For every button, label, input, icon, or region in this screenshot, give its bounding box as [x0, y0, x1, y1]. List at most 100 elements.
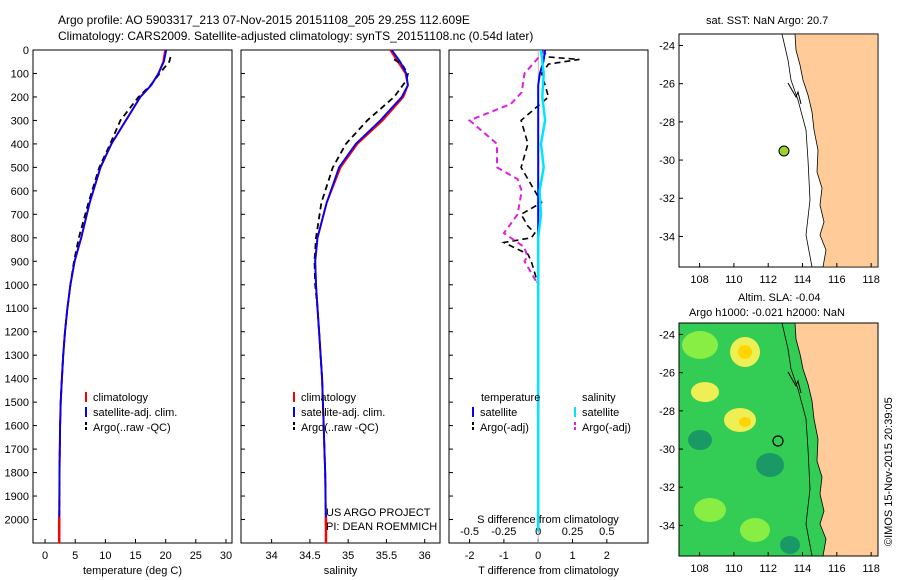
y-tick-label: 1300	[5, 350, 29, 362]
sla-map: Altim. SLA: -0.04 Argo h1000: -0.021 h20…	[659, 292, 880, 575]
header-line-1: Argo profile: AO 5903317_213 07-Nov-2015…	[58, 13, 470, 27]
s-axis-label: S difference from climatology	[477, 514, 619, 526]
map-x-tick-label: 114	[794, 563, 812, 575]
land-australia	[794, 33, 879, 268]
map-y-tick-label: -30	[659, 444, 675, 456]
x-tick-label: -2	[465, 550, 475, 562]
x-tick-label: -1	[499, 550, 509, 562]
map-y-tick-label: -30	[659, 155, 675, 167]
x-axis-label: temperature (deg C)	[83, 565, 182, 577]
x-axis-label: T difference from climatology	[478, 565, 619, 577]
map-x-tick-label: 118	[862, 563, 880, 575]
series-satellite	[314, 49, 409, 532]
map-y-tick-label: -32	[659, 193, 675, 205]
y-tick-label: 1100	[5, 303, 29, 315]
sla-map-title-1: Altim. SLA: -0.04	[738, 292, 821, 304]
x-tick-label: 10	[99, 550, 111, 562]
sla-map-title-2: Argo h1000: -0.021 h2000: NaN	[689, 307, 845, 319]
legend-label: satellite	[582, 407, 619, 419]
s-tick-label: -0.25	[491, 526, 516, 538]
x-tick-label: 30	[220, 550, 232, 562]
map-x-tick-label: 110	[725, 274, 743, 286]
map-y-tick-label: -32	[659, 482, 675, 494]
sla-blobs	[682, 331, 800, 554]
sla-blob	[739, 417, 751, 427]
map-x-tick-label: 116	[828, 274, 846, 286]
x-tick-label: 34	[265, 550, 277, 562]
map-x-tick-label: 108	[690, 563, 708, 575]
map-y-tick-label: -28	[659, 117, 675, 129]
y-tick-label: 1500	[5, 397, 29, 409]
bathymetry-contour	[781, 322, 813, 557]
annotation-line: PI: DEAN ROEMMICH	[326, 521, 437, 533]
temperature-panel	[32, 49, 233, 544]
s-tick-label: -0.5	[460, 526, 479, 538]
y-tick-label: 100	[11, 68, 29, 80]
y-tick-label: 900	[11, 256, 29, 268]
x-tick-label: 0	[535, 550, 541, 562]
annotation-line: US ARGO PROJECT	[326, 507, 431, 519]
y-tick-label: 1400	[5, 374, 29, 386]
y-tick-label: 2000	[5, 515, 29, 527]
map-y-tick-label: -26	[659, 79, 675, 91]
y-tick-label: 500	[11, 162, 29, 174]
y-tick-label: 800	[11, 233, 29, 245]
difference-panel	[448, 49, 649, 544]
shark-bay-coast	[787, 82, 802, 105]
y-tick-label: 1200	[5, 327, 29, 339]
legend-label: salinity	[582, 392, 616, 404]
x-tick-label: 5	[72, 550, 78, 562]
sla-blob	[691, 382, 719, 402]
x-tick-label: 0	[42, 550, 48, 562]
y-tick-label: 400	[11, 139, 29, 151]
sla-map-frame	[678, 322, 879, 557]
x-tick-label: 35.5	[376, 550, 397, 562]
x-axis-label: salinity	[324, 565, 358, 577]
y-tick-label: 300	[11, 115, 29, 127]
argo-location-marker	[772, 435, 784, 447]
legend-label: Argo(-adj)	[582, 422, 631, 434]
sla-blob	[756, 453, 784, 477]
map-y-tick-label: -26	[659, 368, 675, 380]
series-t-argo	[501, 49, 580, 532]
map-y-tick-label: -28	[659, 406, 675, 418]
sla-blob	[682, 331, 718, 359]
sla-blob	[740, 518, 770, 542]
y-tick-label: 1600	[5, 421, 29, 433]
x-tick-label: 20	[160, 550, 172, 562]
map-x-tick-label: 118	[862, 274, 880, 286]
map-y-tick-label: -24	[659, 40, 675, 52]
map-x-tick-label: 116	[828, 563, 846, 575]
sst-map: sat. SST: NaN Argo: 20.7 108 110 112 114 116…	[659, 15, 880, 286]
map-x-tick-label: 110	[725, 563, 743, 575]
imos-credit: ©IMOS 15-Nov-2015 20:39:05	[883, 397, 895, 546]
series-s-argo	[467, 49, 546, 532]
y-tick-label: 700	[11, 209, 29, 221]
legend-label: temperature	[481, 392, 540, 404]
map-y-tick-label: -34	[659, 520, 675, 532]
y-tick-label: 1700	[5, 444, 29, 456]
map-y-tick-label: -24	[659, 329, 675, 341]
x-tick-label: 35	[342, 550, 354, 562]
bathymetry-contour	[781, 33, 813, 268]
x-tick-label: 25	[190, 550, 202, 562]
sla-blob	[738, 345, 752, 359]
x-tick-label: 36	[419, 550, 431, 562]
sla-blob	[780, 536, 800, 554]
sst-map-title: sat. SST: NaN Argo: 20.7	[706, 15, 828, 27]
x-tick-label: 2	[604, 550, 610, 562]
map-x-tick-label: 112	[759, 563, 777, 575]
series-satellite	[58, 49, 168, 532]
map-x-tick-label: 114	[794, 274, 812, 286]
s-tick-label: 0.5	[599, 526, 614, 538]
argo-location-marker	[778, 145, 790, 157]
s-tick-label: 0.25	[562, 526, 583, 538]
x-tick-label: 15	[129, 550, 141, 562]
legend-label: climatology	[301, 392, 357, 404]
y-tick-label: 200	[11, 92, 29, 104]
map-x-tick-label: 112	[759, 274, 777, 286]
legend-label: satellite	[480, 407, 517, 419]
legend-label: Argo(..raw -QC)	[301, 422, 379, 434]
legend-label: satellite-adj. clim.	[93, 407, 177, 419]
